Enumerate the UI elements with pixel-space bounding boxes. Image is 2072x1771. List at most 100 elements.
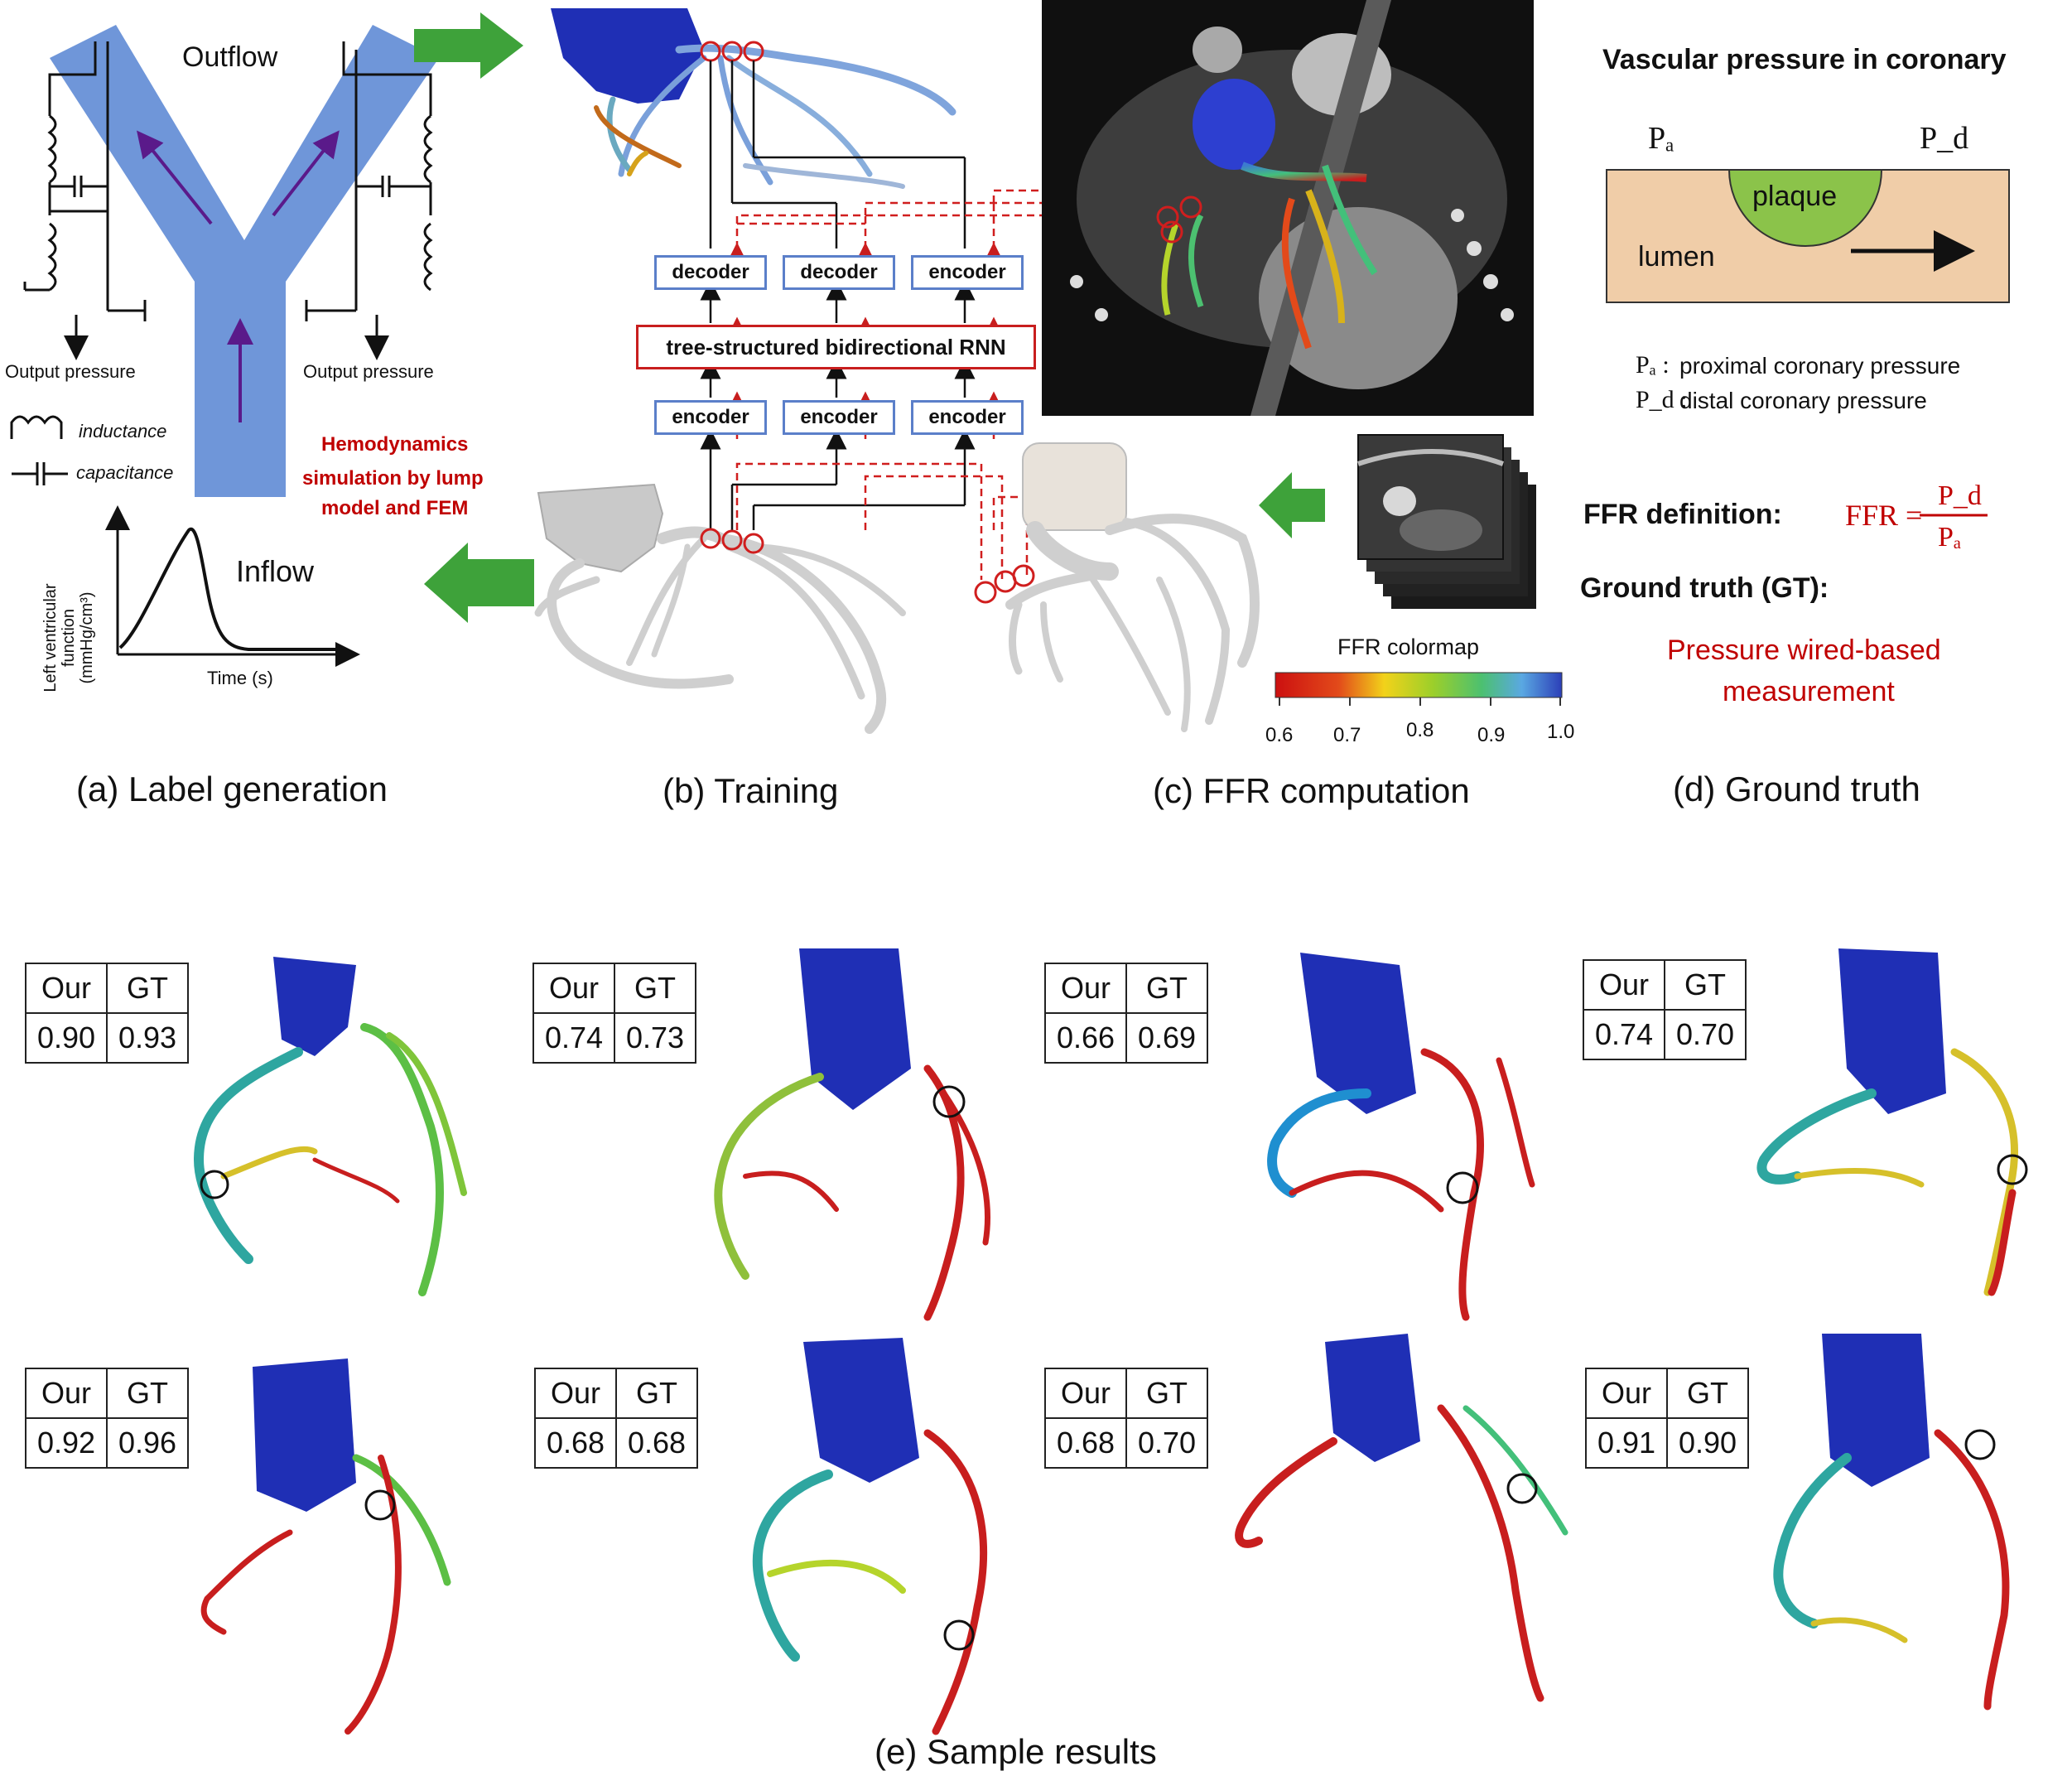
ffr-def-label: FFR definition: xyxy=(1583,499,1782,530)
caption-e: (e) Sample results xyxy=(875,1732,1157,1771)
table-header-our: Our xyxy=(1585,1368,1668,1419)
ffr-denominator: Pₐ xyxy=(1938,522,1962,553)
lumen-label: lumen xyxy=(1638,241,1715,273)
pa-label: Pₐ xyxy=(1648,121,1674,156)
table-header-our: Our xyxy=(25,1368,108,1419)
our-value: 0.68 xyxy=(534,1417,617,1469)
ffr-lhs: FFR = xyxy=(1845,499,1923,532)
lv-ylabel: Left ventricular function (mmHg/cm³) xyxy=(41,563,96,712)
table-header-our: Our xyxy=(1044,1368,1127,1419)
table-header-our: Our xyxy=(25,963,108,1014)
table-header-gt: GT xyxy=(1666,1368,1749,1419)
ct-stack xyxy=(1357,434,1536,609)
result-table-5: Our GT 0.92 0.96 xyxy=(25,1368,189,1469)
lv-ylabel-3: (mmHg/cm³) xyxy=(78,591,96,684)
caption-d: (d) Ground truth xyxy=(1673,770,1920,808)
result-table-4: Our GT 0.74 0.70 xyxy=(1583,959,1747,1060)
colormap-title: FFR colormap xyxy=(1337,635,1480,659)
inflow-label: Inflow xyxy=(236,554,315,588)
plaque-label: plaque xyxy=(1752,181,1838,212)
ffr-numerator: P_d xyxy=(1938,480,1982,511)
green-arrows xyxy=(414,12,1325,623)
pressure-title: Vascular pressure in coronary xyxy=(1602,44,2007,75)
pd-label: P_d xyxy=(1920,121,1969,156)
table-header-gt: GT xyxy=(1664,959,1747,1011)
right-circuit xyxy=(305,41,433,360)
colormap-tick-3: 0.9 xyxy=(1477,724,1506,746)
our-value: 0.92 xyxy=(25,1417,108,1469)
ct-red-circles xyxy=(1156,195,1202,244)
table-header-our: Our xyxy=(1583,959,1665,1011)
time-label: Time (s) xyxy=(207,668,273,688)
capacitance-label: capacitance xyxy=(76,462,174,483)
encoder-box-top: encoder xyxy=(911,255,1024,290)
result-table-7: Our GT 0.68 0.70 xyxy=(1044,1368,1208,1469)
pd-def-text: distal coronary pressure xyxy=(1679,388,1927,413)
training-black-lines xyxy=(700,60,976,530)
result-table-2: Our GT 0.74 0.73 xyxy=(532,963,696,1064)
table-header-our: Our xyxy=(532,963,615,1014)
table-header-gt: GT xyxy=(106,963,189,1014)
result-table-8: Our GT 0.91 0.90 xyxy=(1585,1368,1749,1469)
rnn-box: tree-structured bidirectional RNN xyxy=(636,325,1036,369)
lv-ylabel-1: Left ventricular xyxy=(41,583,60,692)
gt-label: Ground truth (GT): xyxy=(1580,572,1829,604)
our-value: 0.91 xyxy=(1585,1417,1668,1469)
our-value: 0.74 xyxy=(532,1012,615,1064)
hemodynamics-line-3: model and FEM xyxy=(321,497,469,519)
table-header-gt: GT xyxy=(1125,1368,1208,1419)
encoder-box-2: encoder xyxy=(783,400,895,435)
gt-value: 0.90 xyxy=(1666,1417,1749,1469)
table-header-gt: GT xyxy=(1125,963,1208,1014)
gt-value: 0.73 xyxy=(614,1012,696,1064)
table-header-gt: GT xyxy=(106,1368,189,1419)
colormap-tick-1: 0.7 xyxy=(1333,724,1361,746)
lv-ylabel-2: function xyxy=(60,608,78,668)
gt-value: 0.70 xyxy=(1125,1417,1208,1469)
colormap-tick-2: 0.8 xyxy=(1406,719,1434,741)
decoder-box-2: decoder xyxy=(783,255,895,290)
encoder-box-3: encoder xyxy=(911,400,1024,435)
result-thumbnails xyxy=(193,948,2028,1735)
gt-value: 0.70 xyxy=(1664,1009,1747,1060)
colormap-tick-4: 1.0 xyxy=(1547,721,1575,743)
y-vessel xyxy=(50,25,439,497)
left-circuit xyxy=(23,41,147,360)
training-tree-top xyxy=(551,8,956,189)
hemodynamics-line-2: simulation by lump xyxy=(302,467,484,490)
inflow-plot xyxy=(105,505,360,667)
output-pressure-right: Output pressure xyxy=(303,361,434,382)
hemodynamics-line-1: Hemodynamics xyxy=(321,433,469,456)
training-tree-bottom xyxy=(534,483,906,734)
colormap-ticks xyxy=(1279,697,1561,706)
result-table-6: Our GT 0.68 0.68 xyxy=(534,1368,698,1469)
pd-def-symbol: P_d : xyxy=(1636,386,1688,413)
pa-def-symbol: Pₐ : xyxy=(1636,351,1670,379)
pa-def-text: proximal coronary pressure xyxy=(1679,353,1961,379)
caption-b: (b) Training xyxy=(663,771,839,810)
table-header-our: Our xyxy=(1044,963,1127,1014)
our-value: 0.74 xyxy=(1583,1009,1665,1060)
caption-a: (a) Label generation xyxy=(76,770,388,808)
inductance-label: inductance xyxy=(79,421,167,442)
ct-image xyxy=(1042,0,1534,416)
outflow-label: Outflow xyxy=(182,41,278,73)
gt-value-line-1: Pressure wired-based xyxy=(1667,635,1941,666)
result-table-3: Our GT 0.66 0.69 xyxy=(1044,963,1208,1064)
table-header-our: Our xyxy=(534,1368,617,1419)
caption-c: (c) FFR computation xyxy=(1153,771,1470,810)
colormap-tick-0: 0.6 xyxy=(1265,724,1294,746)
pressure-diagram xyxy=(1606,169,2010,303)
gt-value-line-2: measurement xyxy=(1723,676,1895,707)
our-value: 0.90 xyxy=(25,1012,108,1064)
legend-symbols xyxy=(10,415,68,485)
gt-value: 0.96 xyxy=(106,1417,189,1469)
ffr-colormap-bar xyxy=(1275,672,1563,698)
table-header-gt: GT xyxy=(615,1368,698,1419)
decoder-box-1: decoder xyxy=(654,255,767,290)
our-value: 0.66 xyxy=(1044,1012,1127,1064)
encoder-box-1: encoder xyxy=(654,400,767,435)
computation-tree xyxy=(1005,442,1260,732)
computation-circles xyxy=(974,564,1035,604)
